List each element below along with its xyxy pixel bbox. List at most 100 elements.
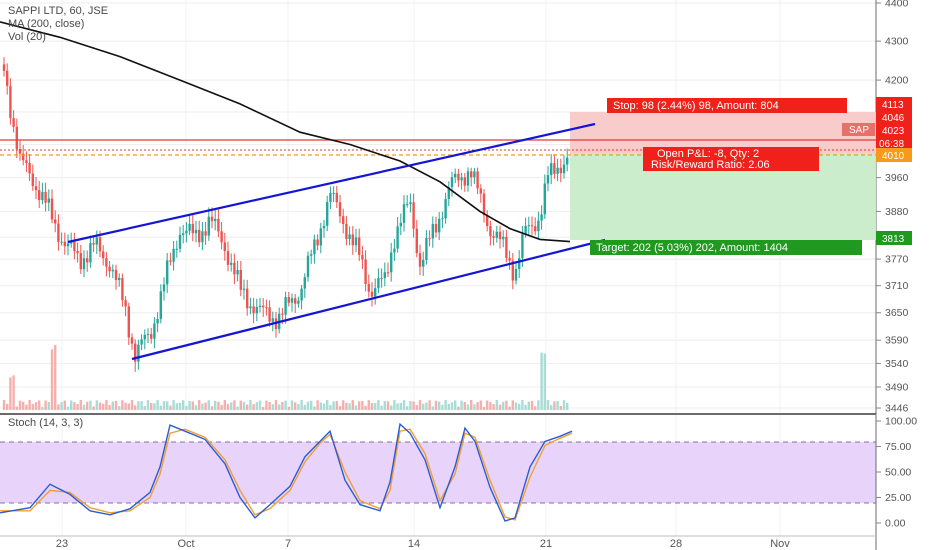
candle-body (198, 230, 201, 243)
volume-bar (57, 404, 60, 410)
volume-bar (409, 400, 412, 410)
price-tick-label: 3710 (885, 280, 909, 292)
candle-body (390, 252, 393, 273)
candle-body (194, 230, 198, 234)
volume-bar (140, 401, 143, 410)
volume-bar (166, 401, 169, 410)
candle-body (92, 243, 95, 245)
volume-bar (358, 401, 361, 410)
pnl-label-box (643, 147, 819, 171)
candle-body (380, 278, 383, 280)
price-label-4113: 4113 (882, 100, 904, 111)
candle-body (370, 291, 374, 297)
candle-body (543, 183, 546, 215)
stoch-tick-label: 75.00 (885, 441, 911, 453)
volume-bar (169, 405, 172, 410)
volume-bar (9, 377, 12, 410)
price-tick-label: 3770 (885, 254, 909, 266)
candle-body (18, 149, 22, 154)
volume-bar (124, 402, 127, 410)
time-tick-label: Oct (177, 538, 194, 550)
candle-body (354, 237, 358, 246)
stoch-label: Stoch (14, 3, 3) (8, 417, 83, 429)
candle-body (351, 234, 354, 246)
ma-200-line[interactable] (0, 21, 571, 243)
candle-body (54, 219, 57, 224)
candle-body (348, 234, 351, 240)
price-label-4010: 4010 (882, 151, 905, 162)
volume-bar (422, 403, 425, 410)
price-tick-label: 3650 (885, 307, 909, 319)
candle-body (556, 167, 559, 174)
candle-body (460, 177, 463, 181)
price-tick-label: 4200 (885, 75, 909, 87)
volume-bar (162, 401, 166, 410)
volume-bar (511, 400, 514, 410)
volume-bar (406, 406, 409, 410)
volume-bar (63, 400, 66, 410)
channel-lower-line[interactable] (131, 238, 606, 361)
time-axis-ticks: 23 Oct 7 14 21 28 Nov (56, 538, 790, 550)
volume-bar (479, 400, 482, 410)
candle-body (47, 198, 50, 203)
candle-body (511, 260, 514, 281)
candle-body (66, 243, 70, 247)
volume-bar (194, 405, 198, 410)
volume-bar (22, 401, 25, 410)
volume-bar (454, 400, 457, 410)
volume-bar (242, 401, 246, 410)
volume-bar (172, 400, 175, 410)
volume-bar (300, 400, 303, 410)
candle-body (409, 202, 412, 205)
candle-body (12, 118, 15, 127)
candle-body (268, 307, 271, 322)
candle-body (271, 318, 274, 322)
price-label-4046-box (876, 110, 912, 124)
volume-bar (498, 404, 502, 410)
volume-bar (249, 400, 252, 410)
volume-bar (105, 400, 108, 410)
stop-label: Stop: 98 (2.44%) 98, Amount: 804 (613, 100, 779, 112)
volume-bar (367, 400, 370, 410)
candle-body (290, 298, 294, 303)
channel-upper-line[interactable] (67, 122, 596, 244)
volume-bar (566, 402, 569, 410)
volume-bar (444, 400, 447, 410)
candle-body (284, 297, 287, 315)
volume-bar (543, 353, 546, 410)
candle-body (402, 204, 406, 223)
candle-body (102, 251, 105, 259)
candle-body (114, 269, 118, 280)
stoch-axis-ticks: 100.00 75.00 50.00 25.00 0.00 (876, 416, 917, 530)
candle-body (15, 126, 18, 150)
volume-bar (335, 400, 338, 410)
candle-body (546, 175, 550, 184)
candle-body (466, 171, 470, 186)
volume-bar (486, 400, 489, 410)
price-tick-label: 3490 (885, 382, 909, 394)
candle-body (111, 269, 114, 272)
candle-body (178, 234, 182, 249)
volume-bar (310, 400, 313, 410)
volume-bar (73, 402, 76, 410)
stoch-d-line[interactable] (0, 428, 573, 521)
candle-body (495, 231, 498, 238)
volume-bar (89, 400, 92, 410)
volume-bar (329, 405, 332, 410)
volume-bar (246, 404, 249, 410)
volume-bar (92, 406, 95, 410)
volume-bar (463, 401, 466, 410)
volume-bar (303, 404, 306, 410)
candle-body (486, 215, 489, 227)
volume-bar (146, 400, 150, 410)
stoch-k-line[interactable] (0, 422, 573, 522)
candle-body (447, 187, 450, 199)
candle-body (422, 259, 425, 267)
candle-body (518, 258, 521, 269)
candle-body (441, 218, 444, 220)
volume-bar (274, 400, 278, 410)
volume-bar (226, 403, 230, 410)
volume-bar (562, 400, 566, 410)
volume-bar (322, 403, 326, 410)
